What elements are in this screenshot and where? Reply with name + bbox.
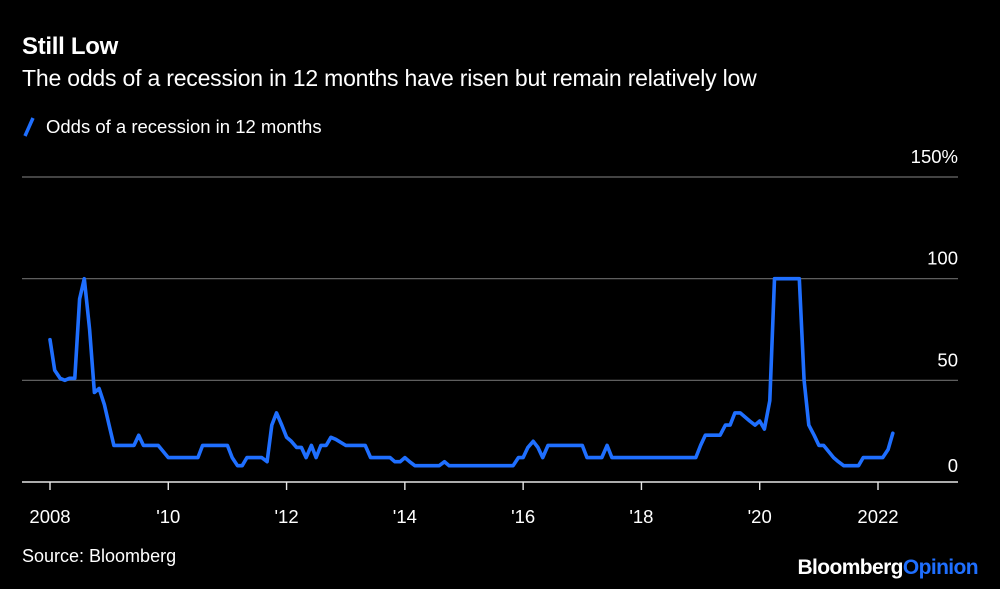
x-tick-label: '14: [393, 506, 417, 527]
x-tick-label: 2008: [29, 506, 70, 527]
source-note: Source: Bloomberg: [22, 546, 177, 566]
legend-line-swatch-icon: [23, 117, 35, 137]
legend-label: Odds of a recession in 12 months: [46, 116, 322, 137]
x-tick-label: '12: [275, 506, 299, 527]
x-tick-label: '20: [748, 506, 772, 527]
y-tick-label: 0: [948, 455, 958, 476]
x-tick-label: 2022: [857, 506, 898, 527]
grid-lines: [22, 176, 958, 483]
chart-subtitle: The odds of a recession in 12 months hav…: [22, 65, 757, 91]
y-tick-label: 150%: [911, 146, 958, 167]
series-layer: [48, 276, 895, 468]
chart-legend: Odds of a recession in 12 months: [22, 116, 322, 138]
chart-title: Still Low: [22, 33, 118, 60]
brand-logo-opinion: Opinion: [902, 556, 979, 579]
brand-logo: BloombergOpinion: [797, 556, 978, 580]
y-tick-label: 100: [927, 248, 958, 269]
series-line: [48, 276, 895, 468]
y-tick-label: 50: [937, 349, 958, 370]
x-axis-tick-labels: 2008 '10 '12 '14 '16 '18 '20 2022: [29, 482, 899, 527]
brand-logo-bloomberg: Bloomberg: [797, 556, 903, 579]
x-tick-label: '18: [629, 506, 653, 527]
x-tick-label: '10: [156, 506, 180, 527]
x-tick-label: '16: [511, 506, 535, 527]
y-axis-tick-labels: 0 50 100 150%: [911, 146, 958, 476]
